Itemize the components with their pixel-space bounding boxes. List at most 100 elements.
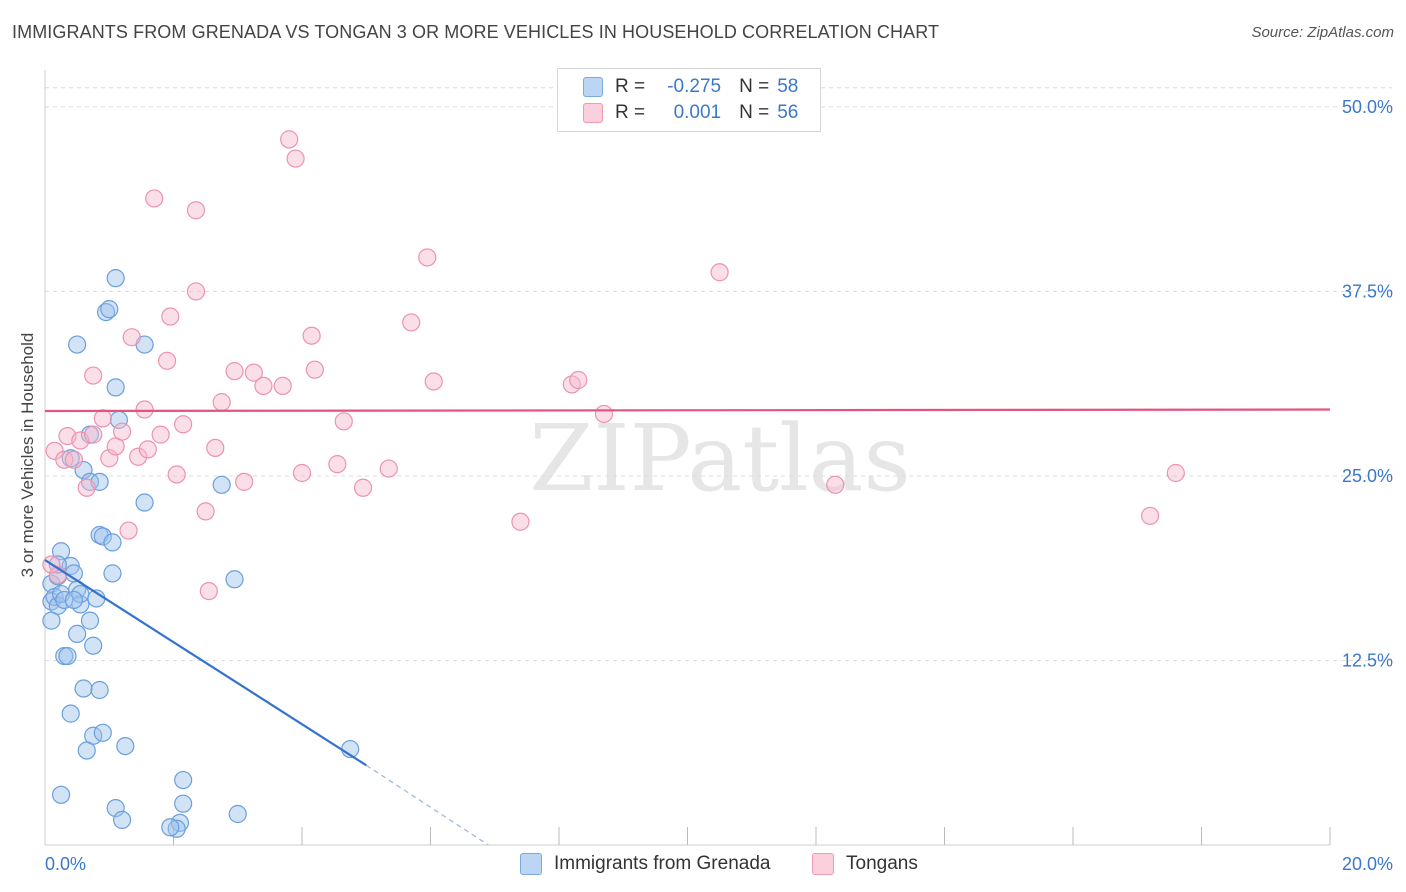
grenada-point	[112, 810, 132, 830]
series-grenada	[42, 269, 360, 838]
grenada-trend-extension	[365, 764, 489, 846]
tongans-point	[292, 463, 312, 483]
grenada-point	[96, 302, 116, 322]
series-tongans	[42, 130, 1185, 601]
grenada-point	[106, 269, 125, 288]
y-axis-label: 3 or more Vehicles in Household	[18, 332, 37, 578]
tongans-point	[273, 376, 292, 396]
legend-label-grenada: Immigrants from Grenada	[554, 853, 771, 874]
grenada-point	[68, 335, 87, 354]
grenada-trend-line	[44, 559, 367, 767]
legend-r-label: R =	[615, 76, 646, 97]
legend-r-label: R =	[615, 102, 646, 123]
tongans-point	[212, 393, 231, 412]
grenada-point	[58, 646, 77, 666]
tongans-point	[161, 307, 180, 326]
tongans-point	[138, 440, 157, 459]
legend-r-value: -0.275	[667, 76, 722, 97]
tongans-point	[77, 478, 96, 497]
grenada-point	[135, 493, 154, 512]
grenada-point	[212, 475, 231, 494]
tongans-point	[334, 412, 353, 431]
grenada-point	[228, 804, 247, 824]
grenada-point	[68, 624, 87, 644]
tongans-point	[157, 351, 177, 370]
tongans-point	[119, 521, 138, 540]
tongans-point	[826, 475, 845, 494]
grenada-point	[93, 527, 112, 546]
tongans-point	[1166, 463, 1185, 483]
tongans-point	[305, 360, 324, 379]
chart-source: Source: ZipAtlas.com	[1251, 24, 1394, 41]
legend-label-tongans: Tongans	[846, 853, 918, 874]
legend-swatch-tongans	[812, 853, 834, 875]
axes	[44, 70, 1331, 846]
legend-swatch-grenada	[520, 853, 542, 875]
chart-title: IMMIGRANTS FROM GRENADA VS TONGAN 3 OR M…	[12, 22, 940, 42]
grenada-point	[174, 794, 193, 813]
tongans-point	[84, 425, 103, 444]
tongans-point	[199, 581, 218, 601]
tongans-point	[710, 263, 729, 282]
tongans-point	[174, 415, 193, 434]
tongans-point	[379, 459, 398, 478]
tongans-point	[225, 362, 244, 381]
legend-r-value: 0.001	[673, 102, 722, 123]
grenada-point	[77, 741, 96, 760]
tongans-point	[302, 326, 321, 345]
legend-swatch-grenada	[583, 77, 603, 97]
tick-labels: 12.5% 25.0% 37.5% 50.0% 0.0% 20.0%	[45, 97, 1393, 874]
tongans-point	[424, 372, 443, 391]
grenada-point	[93, 723, 112, 742]
tongans-point	[206, 438, 225, 458]
grenada-point	[100, 300, 119, 319]
stats-legend: R = -0.275 N = 58 R = 0.001 N = 56	[557, 68, 821, 132]
grenada-point	[90, 680, 109, 700]
tongans-point	[186, 201, 206, 220]
tongans-point	[235, 472, 254, 491]
tongans-point	[254, 376, 273, 396]
legend-item-tongans: Tongans	[812, 851, 918, 877]
tongans-point	[151, 425, 170, 444]
legend-item-grenada: Immigrants from Grenada	[520, 851, 770, 877]
trend-lines	[44, 408, 1331, 846]
grenada-point	[103, 533, 122, 552]
grenada-point	[174, 770, 193, 790]
grenada-point	[51, 785, 71, 804]
grenada-point	[103, 564, 122, 583]
tongans-point	[196, 502, 215, 521]
grenada-point	[116, 736, 135, 756]
grenada-point	[225, 570, 244, 589]
tongans-point	[100, 449, 119, 468]
tongans-trend-line	[44, 408, 1331, 413]
tongans-point	[145, 189, 164, 208]
grenada-point	[64, 590, 84, 610]
tongans-point	[511, 512, 530, 531]
tongans-point	[64, 450, 84, 469]
y-tick-label: 50.0%	[1342, 97, 1393, 117]
y-tick-label: 12.5%	[1342, 650, 1393, 670]
tongans-point	[418, 248, 437, 267]
tongans-point	[112, 422, 132, 441]
tongans-point	[569, 370, 588, 390]
legend-n-label: N =	[739, 76, 770, 97]
tongans-point	[186, 282, 206, 301]
tongans-point	[594, 404, 614, 424]
tongans-point	[286, 149, 305, 168]
tongans-point	[55, 450, 74, 469]
tongans-point	[328, 455, 347, 474]
grenada-point	[74, 679, 93, 698]
grenada-point	[167, 819, 186, 838]
legend-n-value: 56	[777, 102, 799, 123]
grenada-point	[106, 798, 125, 818]
grenada-point	[84, 636, 103, 655]
grenada-point	[48, 555, 67, 574]
tongans-point	[93, 409, 112, 428]
tongans-point	[84, 366, 103, 385]
tongans-point	[122, 328, 141, 347]
legend-row-grenada: R = -0.275 N = 58	[583, 75, 798, 99]
watermark: ZIPatlas	[529, 405, 910, 512]
y-tick-label: 37.5%	[1342, 281, 1393, 301]
x-tick-label-min: 0.0%	[45, 854, 86, 874]
